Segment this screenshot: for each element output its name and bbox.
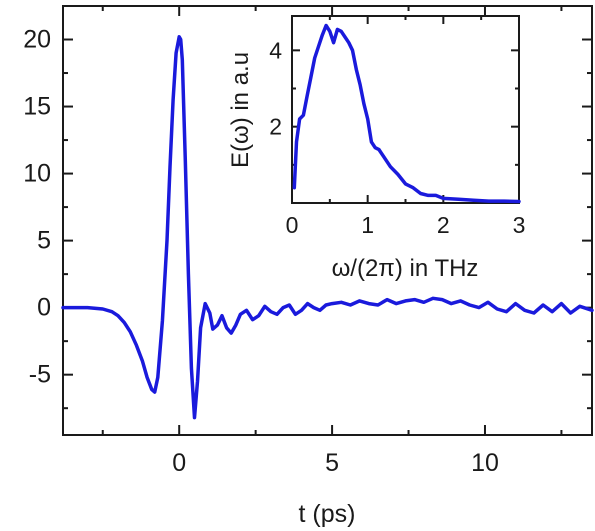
inset-plot-frame xyxy=(291,15,520,204)
x-tick-label: 3 xyxy=(513,212,526,238)
y-tick-label: 5 xyxy=(37,227,51,255)
x-tick-label: 10 xyxy=(471,449,499,477)
x-tick-label: 0 xyxy=(172,449,186,477)
y-tick-label: 20 xyxy=(23,26,51,54)
x-tick-label: 5 xyxy=(325,449,339,477)
x-tick-label: 1 xyxy=(361,212,374,238)
main-series-line xyxy=(61,35,594,420)
x-tick-label: 0 xyxy=(286,212,299,238)
inset-x-axis-label: ω/(2π) in THz xyxy=(332,255,479,282)
y-tick-label: 10 xyxy=(23,160,51,188)
y-tick-label: 15 xyxy=(23,93,51,121)
y-tick-label: -5 xyxy=(29,361,51,389)
y-tick-label: 4 xyxy=(269,37,282,63)
main-plot-frame xyxy=(62,5,593,436)
inset-y-axis-label: E(ω) in a.u xyxy=(227,52,254,168)
main-x-axis: 0 5 10 xyxy=(101,6,563,477)
inset-series-line xyxy=(292,23,521,204)
inset-y-axis: 24 xyxy=(269,37,519,166)
main-x-axis-label: t (ps) xyxy=(299,500,356,528)
y-tick-label: 0 xyxy=(37,294,51,322)
y-tick-label: 2 xyxy=(269,114,282,140)
inset-x-axis: 0 1 2 3 xyxy=(286,16,526,238)
x-tick-label: 2 xyxy=(437,212,450,238)
